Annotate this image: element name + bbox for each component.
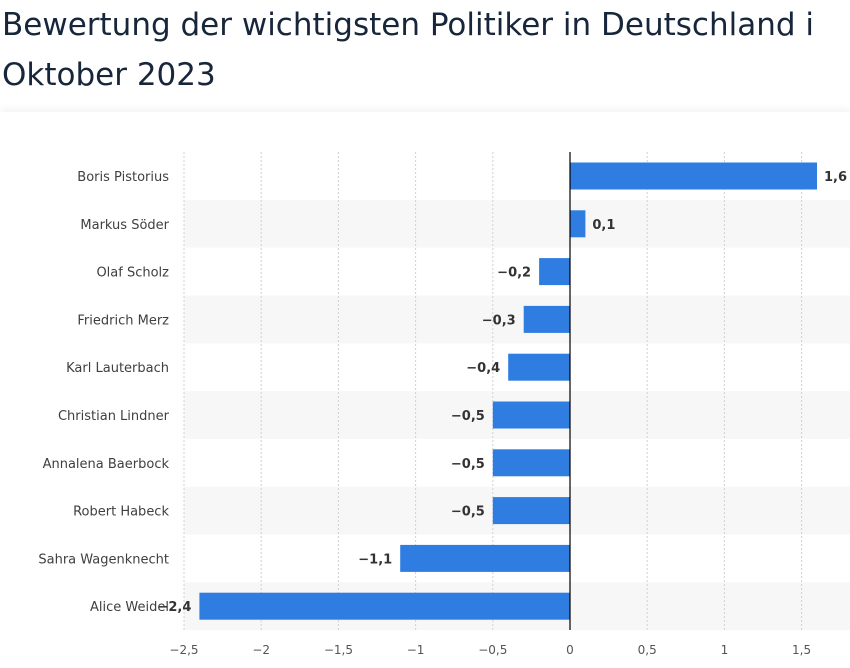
- title-line-1: Bewertung der wichtigsten Politiker in D…: [2, 7, 814, 43]
- category-label: Boris Pistorius: [77, 170, 169, 185]
- x-tick-label: 1: [721, 643, 729, 657]
- bar-chart: Boris Pistorius 1,6 Markus Söder 0,1 Olaf Sc…: [38, 152, 850, 657]
- x-tick-label: 1,5: [792, 643, 811, 657]
- x-tick-label: −1: [407, 643, 425, 657]
- row-stripe: [184, 199, 850, 248]
- x-tick-label: −2,5: [169, 643, 198, 657]
- bar: [492, 449, 570, 477]
- chart-card: Boris Pistorius 1,6 Markus Söder 0,1 Olaf Sc…: [0, 112, 850, 668]
- value-label: −0,5: [451, 505, 485, 520]
- page-title: Bewertung der wichtigsten Politiker in D…: [2, 0, 850, 100]
- category-label: Friedrich Merz: [77, 313, 169, 328]
- category-label: Sahra Wagenknecht: [38, 552, 169, 567]
- value-label: −0,5: [451, 457, 485, 472]
- bar: [570, 210, 586, 238]
- bar: [400, 544, 570, 572]
- value-label: 1,6: [824, 170, 847, 185]
- row-stripe: [184, 295, 850, 344]
- bar: [539, 258, 570, 286]
- bar: [492, 401, 570, 429]
- category-label: Karl Lauterbach: [66, 361, 169, 376]
- category-label: Alice Weidel: [90, 600, 169, 615]
- category-label: Robert Habeck: [73, 505, 169, 520]
- bar: [523, 305, 570, 333]
- x-tick-label: −2: [252, 643, 270, 657]
- value-label: −0,5: [451, 409, 485, 424]
- title-line-2: Oktober 2023: [2, 57, 216, 93]
- value-label: −0,4: [466, 361, 500, 376]
- x-tick-label: 0,5: [638, 643, 657, 657]
- category-label: Annalena Baerbock: [43, 457, 170, 472]
- category-label: Markus Söder: [80, 218, 169, 233]
- bar: [570, 162, 817, 190]
- category-label: Olaf Scholz: [96, 266, 169, 281]
- value-label: −1,1: [358, 552, 392, 567]
- value-label: 0,1: [592, 218, 615, 233]
- bar: [508, 353, 570, 381]
- x-tick-label: −0,5: [478, 643, 507, 657]
- x-tick-label: −1,5: [324, 643, 353, 657]
- value-label: −2,4: [157, 600, 191, 615]
- x-tick-label: 0: [566, 643, 574, 657]
- bar: [492, 497, 570, 525]
- value-label: −0,2: [497, 266, 531, 281]
- bar: [199, 592, 570, 620]
- value-label: −0,3: [482, 313, 516, 328]
- category-label: Christian Lindner: [58, 409, 170, 424]
